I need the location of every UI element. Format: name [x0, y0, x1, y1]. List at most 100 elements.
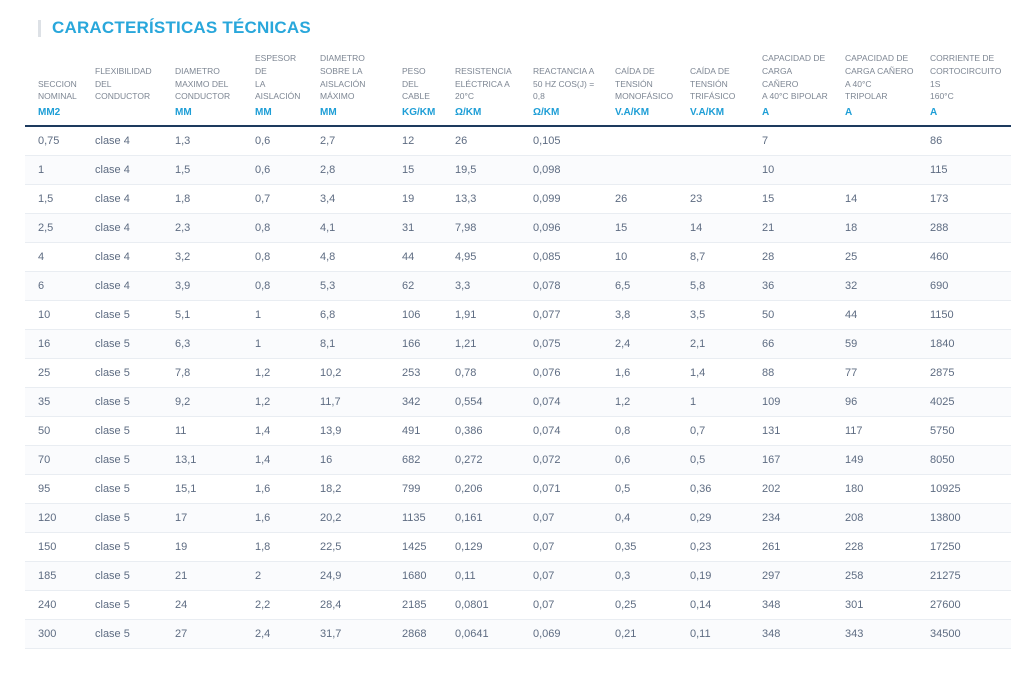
table-cell: 2,7 — [307, 126, 389, 156]
table-cell: 21 — [162, 561, 242, 591]
table-row: 50 clase 5 11 1,4 13,9 491 0,386 0,074 0,8 0,7 131… — [25, 416, 1011, 446]
table-cell: clase 5 — [82, 503, 162, 533]
table-cell: 0,07 — [520, 532, 602, 562]
table-cell: 36 — [749, 271, 832, 301]
technical-characteristics-table: SECCION NOMINAL MM2 FLEXIBILIDAD DEL CONDU… — [25, 52, 1011, 649]
table-cell: 19 — [389, 184, 442, 214]
column-unit — [95, 107, 159, 119]
table-cell: 0,098 — [520, 155, 602, 185]
table-cell: 0,25 — [602, 590, 677, 620]
column-unit: V.A/KM — [690, 107, 725, 118]
table-cell: 6,3 — [162, 329, 242, 359]
table-cell: 5750 — [917, 416, 1011, 446]
table-cell: 0,11 — [442, 561, 520, 591]
table-cell: 0,076 — [520, 358, 602, 388]
table-row: 240 clase 5 24 2,2 28,4 2185 0,0801 0,07 0,25 0,1… — [25, 590, 1011, 620]
table-cell: 13,9 — [307, 416, 389, 446]
table-cell: 0,069 — [520, 619, 602, 649]
table-cell: 1 — [242, 329, 307, 359]
table-cell: 1,6 — [602, 358, 677, 388]
table-row: 1 clase 4 1,5 0,6 2,8 15 19,5 0,098 10 115 — [25, 155, 1011, 185]
page-title: CARACTERÍSTICAS TÉCNICAS — [52, 18, 311, 37]
table-cell: 0,272 — [442, 445, 520, 475]
table-cell: 62 — [389, 271, 442, 301]
column-label: PESO DEL CABLE — [402, 65, 430, 102]
table-cell: 31 — [389, 213, 442, 243]
table-cell: 0,14 — [677, 590, 749, 620]
table-cell: 4 — [25, 242, 82, 272]
column-unit: MM2 — [38, 107, 61, 118]
table-cell: clase 4 — [82, 242, 162, 272]
table-cell: 18,2 — [307, 474, 389, 504]
table-cell: 348 — [749, 619, 832, 649]
table-cell: 0,8 — [602, 416, 677, 446]
table-cell: 2185 — [389, 590, 442, 620]
table-cell: 0,074 — [520, 387, 602, 417]
table-cell: 0,6 — [602, 445, 677, 475]
table-cell: 109 — [749, 387, 832, 417]
column-header: FLEXIBILIDAD DEL CONDUCTOR — [82, 52, 162, 127]
column-header: DIAMETRO SOBRE LA AISLACIÓN MÁXIMO MM — [307, 52, 389, 127]
column-label: CAÍDA DE TENSIÓN TRIFÁSICO — [690, 65, 736, 102]
table-cell: 5,1 — [162, 300, 242, 330]
table-cell: 4,95 — [442, 242, 520, 272]
table-cell: 19 — [162, 532, 242, 562]
column-unit: Ω/KM — [455, 107, 482, 118]
column-header: CORRIENTE DE CORTOCIRCUITO 1S 160°C A — [917, 52, 1011, 127]
table-cell: clase 5 — [82, 561, 162, 591]
column-unit: A — [930, 107, 938, 118]
table-cell: 3,5 — [677, 300, 749, 330]
table-cell: 0,07 — [520, 561, 602, 591]
table-cell: 23 — [677, 184, 749, 214]
table-cell: 0,7 — [677, 416, 749, 446]
table-cell: 180 — [832, 474, 917, 504]
table-cell: 6 — [25, 271, 82, 301]
column-unit: KG/KM — [402, 107, 436, 118]
table-cell: 166 — [389, 329, 442, 359]
table-cell: 27 — [162, 619, 242, 649]
table-cell: clase 4 — [82, 271, 162, 301]
table-cell: 21275 — [917, 561, 1011, 591]
table-cell: 202 — [749, 474, 832, 504]
table-header: SECCION NOMINAL MM2 FLEXIBILIDAD DEL CONDU… — [25, 52, 1011, 127]
table-cell: 19,5 — [442, 155, 520, 185]
table-cell: 288 — [917, 213, 1011, 243]
table-cell — [602, 126, 677, 156]
table-cell: 10 — [602, 242, 677, 272]
table-cell: 297 — [749, 561, 832, 591]
table-row: 6 clase 4 3,9 0,8 5,3 62 3,3 0,078 6,5 5,8 36 32 690 — [25, 271, 1011, 301]
table-cell: 301 — [832, 590, 917, 620]
table-cell: 0,07 — [520, 503, 602, 533]
table-cell: 0,072 — [520, 445, 602, 475]
table-cell: 0,386 — [442, 416, 520, 446]
table-cell: 1840 — [917, 329, 1011, 359]
table-cell: 0,8 — [242, 242, 307, 272]
table-cell: 2,2 — [242, 590, 307, 620]
table-cell: 799 — [389, 474, 442, 504]
table-cell: 1 — [677, 387, 749, 417]
table-cell: 0,078 — [520, 271, 602, 301]
table-cell: 2,3 — [162, 213, 242, 243]
table-cell: 2,1 — [677, 329, 749, 359]
column-header: DIAMETRO MAXIMO DEL CONDUCTOR MM — [162, 52, 242, 127]
table-cell: clase 5 — [82, 387, 162, 417]
table-cell: 0,3 — [602, 561, 677, 591]
table-cell: 5,8 — [677, 271, 749, 301]
table-cell: 1425 — [389, 532, 442, 562]
table-cell: 27600 — [917, 590, 1011, 620]
table-cell: 0,78 — [442, 358, 520, 388]
table-cell: 131 — [749, 416, 832, 446]
table-cell: 0,074 — [520, 416, 602, 446]
table-cell: 3,4 — [307, 184, 389, 214]
table-cell: clase 5 — [82, 474, 162, 504]
table-cell: 25 — [25, 358, 82, 388]
table-cell: 0,11 — [677, 619, 749, 649]
table-cell: 0,6 — [242, 155, 307, 185]
table-cell: 4,1 — [307, 213, 389, 243]
column-header: RESISTENCIA ELÉCTRICA A 20°C Ω/KM — [442, 52, 520, 127]
table-cell: 3,2 — [162, 242, 242, 272]
table-row: 120 clase 5 17 1,6 20,2 1135 0,161 0,07 0,4 0,29 2… — [25, 503, 1011, 533]
table-cell: clase 4 — [82, 184, 162, 214]
table-cell: 9,2 — [162, 387, 242, 417]
table-cell: 11 — [162, 416, 242, 446]
